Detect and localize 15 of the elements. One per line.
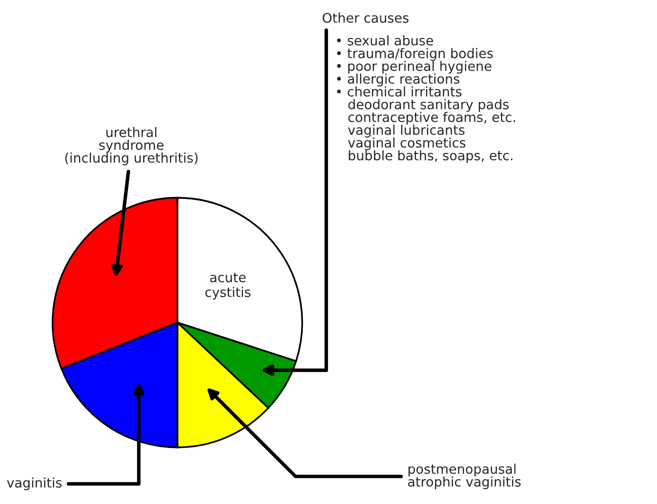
- text: vaginal cosmetics: [348, 137, 466, 150]
- text: • allergic reactions: [337, 74, 460, 86]
- text: • sexual abuse: [337, 35, 434, 46]
- text: deodorant sanitary pads: [348, 99, 509, 112]
- slice-label: postmenopausal atrophic vaginitis: [408, 464, 521, 490]
- text: • chemical irritants: [337, 86, 462, 97]
- text: • poor perineal hygiene: [337, 60, 492, 74]
- text: vaginal lubricants: [348, 124, 464, 138]
- text: bubble baths, soaps, etc.: [348, 150, 512, 163]
- slice-label: urethral syndrome (including urethritis): [65, 127, 198, 166]
- text: • trauma/foreign bodies: [337, 48, 493, 61]
- text: contraceptive foams, etc.: [348, 112, 515, 125]
- slice-label: acute cystitis: [205, 272, 250, 300]
- slice-label: Other causes: [322, 12, 409, 23]
- slice-label: vaginitis: [6, 477, 62, 490]
